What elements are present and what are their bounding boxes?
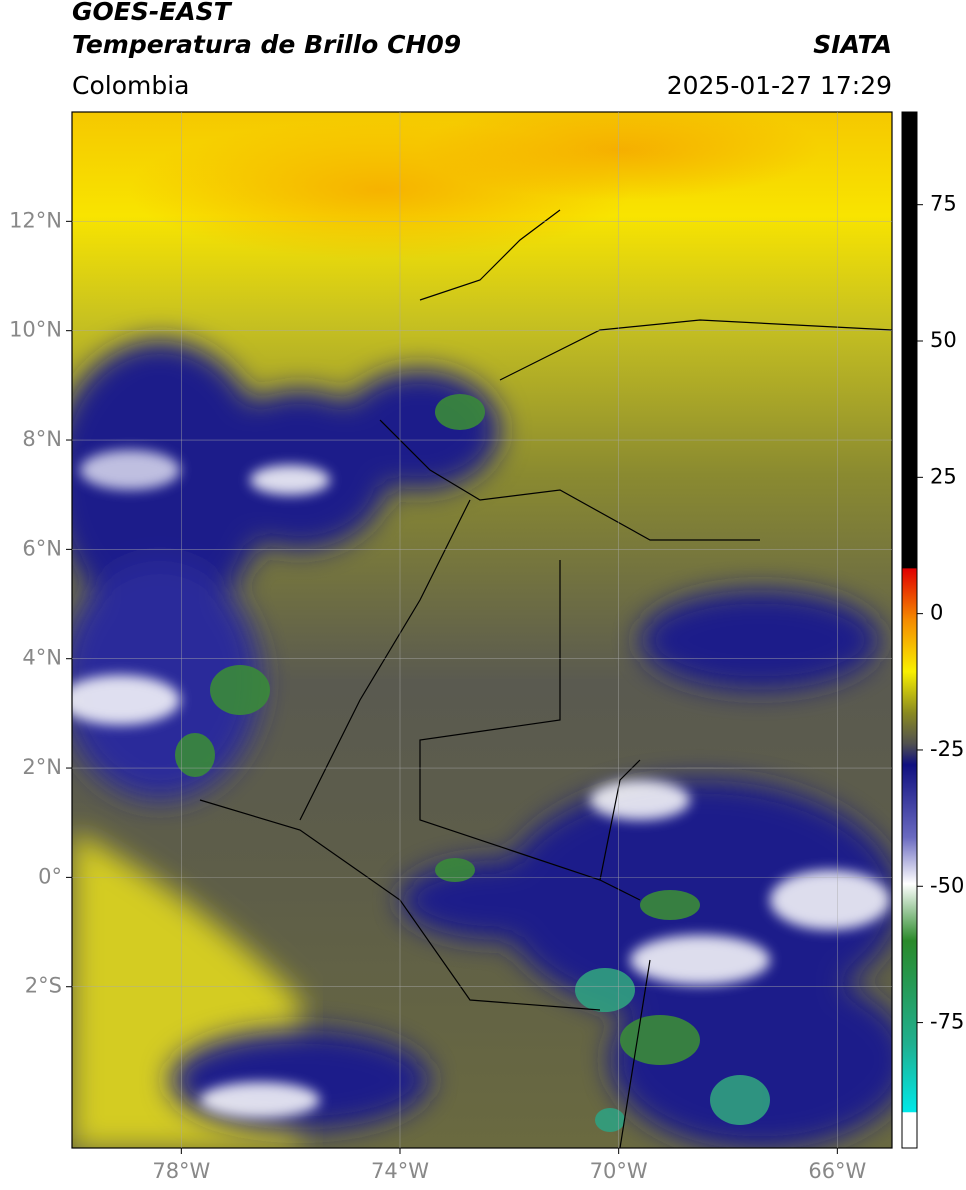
- region: Colombia: [72, 71, 189, 100]
- subtitle: Temperatura de Brillo CH09: [72, 30, 461, 59]
- title: GOES-EAST: [72, 0, 233, 26]
- y-tick-label: 6°N: [22, 536, 62, 560]
- colorbar-label: 50: [930, 328, 957, 352]
- satellite-image: [72, 112, 892, 1148]
- y-tick-label: 12°N: [9, 208, 62, 232]
- source: SIATA: [813, 30, 892, 59]
- x-tick-label: 70°W: [590, 1159, 648, 1183]
- y-tick-label: 2°S: [25, 974, 62, 998]
- borders: [199, 209, 892, 1148]
- datetime: 2025-01-27 17:29: [667, 71, 892, 100]
- x-tick-label: 66°W: [808, 1159, 866, 1183]
- y-tick-label: 10°N: [9, 318, 62, 342]
- y-tick-label: 2°N: [22, 755, 62, 779]
- colorbar-label: -25: [930, 737, 964, 761]
- y-tick-label: 4°N: [22, 646, 62, 670]
- colorbar: [901, 111, 918, 1149]
- map-frame: [71, 111, 893, 1149]
- x-tick-label: 74°W: [371, 1159, 429, 1183]
- y-tick-label: 0°: [38, 864, 62, 888]
- colorbar-label: 75: [930, 192, 957, 216]
- colorbar-label: 0: [930, 601, 943, 625]
- colorbar-label: -50: [930, 873, 964, 897]
- x-tick-label: 78°W: [152, 1159, 210, 1183]
- y-tick-label: 8°N: [22, 427, 62, 451]
- colorbar-label: 25: [930, 464, 957, 488]
- colorbar-label: -75: [930, 1010, 964, 1034]
